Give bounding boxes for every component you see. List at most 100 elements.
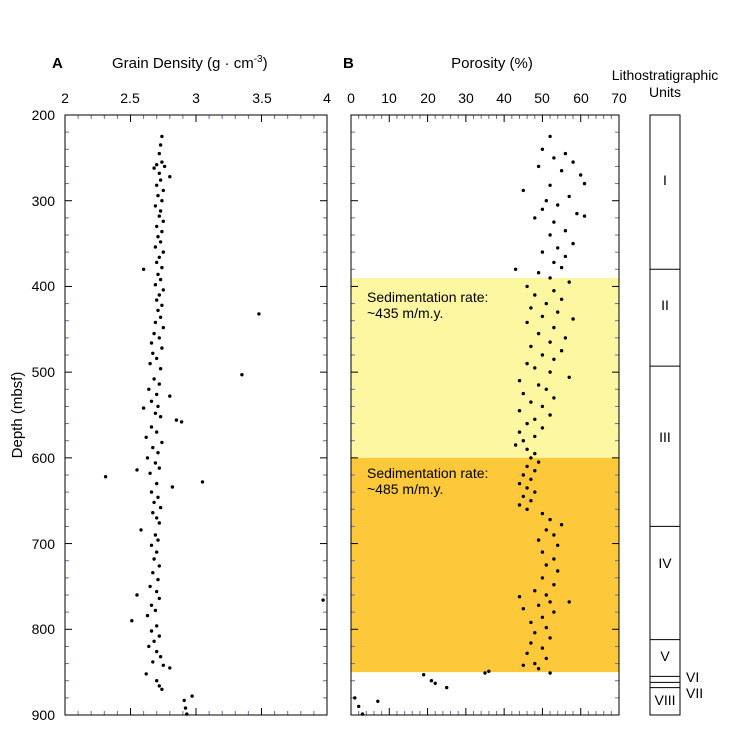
grain-density-point	[152, 500, 156, 505]
porosity-point	[571, 160, 575, 164]
grain-density-point	[103, 475, 108, 479]
grain-density-point	[149, 425, 154, 429]
grain-density-panel: 200 300 400 500 600 700 800 900 2 2.5 3 …	[32, 90, 331, 723]
grain-density-point	[149, 629, 154, 633]
grain-density-point	[151, 511, 155, 515]
grain-density-point	[153, 411, 158, 415]
grain-density-point	[240, 373, 244, 377]
porosity-point	[544, 593, 548, 597]
porosity-point	[533, 589, 537, 593]
porosity-point	[544, 528, 548, 532]
grain-density-point	[135, 468, 139, 472]
grain-density-point	[158, 143, 163, 147]
grain-density-point	[144, 672, 148, 676]
porosity-point	[513, 267, 518, 271]
grain-density-point	[160, 687, 164, 691]
porosity-point	[529, 477, 533, 481]
porosity-point	[552, 260, 556, 265]
grain-density-point	[158, 367, 163, 371]
grain-density-point	[155, 516, 159, 520]
grain-density-point	[141, 267, 146, 271]
grain-density-point	[153, 461, 158, 465]
units-title-line2: Units	[649, 84, 681, 100]
grain-density-point	[156, 272, 160, 277]
grain-density-point	[257, 312, 261, 316]
porosity-points	[353, 134, 587, 716]
porosity-title: Porosity (%)	[451, 55, 533, 72]
grain-density-point	[156, 577, 160, 582]
grain-density-point	[155, 356, 159, 361]
panel-b-letter: B	[343, 55, 354, 72]
grain-density-point	[149, 603, 154, 607]
x-tick-label: 40	[496, 90, 512, 106]
porosity-point	[575, 211, 579, 216]
grain-density-point	[157, 382, 161, 386]
grain-density-point	[156, 308, 160, 313]
porosity-point	[540, 250, 545, 254]
grain-density-point	[156, 451, 160, 455]
grain-density-point	[170, 485, 175, 489]
grain-density-point	[157, 151, 161, 156]
x-tick-label: 3	[192, 90, 200, 106]
x-tick-label: 60	[573, 90, 589, 106]
x-tick-label: 0	[347, 90, 355, 106]
porosity-point	[525, 421, 529, 426]
grain-density-point	[151, 660, 155, 664]
lithostratigraphic-units-column: I II III IV V VI VII VIII	[649, 114, 703, 716]
porosity-point	[533, 417, 537, 421]
grain-density-point	[160, 229, 164, 234]
porosity-point	[540, 353, 545, 357]
porosity-point	[548, 183, 552, 187]
grain-density-point	[152, 557, 156, 561]
grain-density-point	[158, 415, 163, 419]
grain-density-point	[153, 533, 158, 537]
porosity-point	[544, 199, 548, 203]
grain-density-point	[200, 480, 205, 484]
porosity-point	[517, 409, 522, 413]
porosity-point	[536, 460, 541, 464]
grain-density-point	[158, 277, 163, 282]
porosity-point	[552, 325, 556, 330]
porosity-point	[556, 246, 560, 250]
porosity-panel: Sedimentation rate: ~435 m/m.y. Sediment…	[347, 90, 627, 716]
porosity-point	[521, 391, 525, 396]
x-tick-label: 70	[611, 90, 627, 106]
x-tick-label: 30	[458, 90, 474, 106]
porosity-point	[517, 379, 522, 383]
grain-density-point	[160, 265, 164, 270]
grain-density-point	[153, 245, 158, 249]
grain-density-point	[182, 698, 186, 703]
porosity-point	[582, 214, 587, 218]
porosity-point	[556, 543, 560, 547]
grain-density-point	[157, 255, 161, 259]
depth-tick-labels: 200 300 400 500 600 700 800 900	[32, 107, 56, 723]
porosity-point	[552, 289, 556, 293]
porosity-point	[521, 473, 525, 477]
grain-density-point	[155, 481, 159, 486]
grain-density-point	[174, 418, 179, 422]
porosity-point	[533, 366, 537, 370]
porosity-point	[533, 216, 537, 220]
porosity-point	[517, 481, 522, 486]
porosity-point	[582, 181, 587, 186]
porosity-point	[540, 147, 545, 151]
porosity-point	[552, 357, 556, 361]
porosity-point	[533, 631, 537, 635]
porosity-point	[525, 486, 529, 490]
grain-density-point	[155, 624, 159, 628]
porosity-point	[559, 297, 564, 301]
unit-label-viii: VIII	[654, 692, 675, 708]
porosity-point	[544, 387, 548, 391]
porosity-point	[540, 646, 545, 650]
grain-density-point	[153, 204, 158, 208]
grain-density-point	[147, 644, 151, 649]
y-axis-label: Depth (mbsf)	[9, 372, 26, 459]
porosity-point	[529, 456, 533, 460]
porosity-point	[533, 451, 537, 456]
grain-density-point	[156, 235, 160, 239]
porosity-point	[533, 469, 537, 473]
porosity-point	[556, 203, 560, 207]
unit-label-i: I	[663, 172, 667, 188]
porosity-point	[548, 340, 552, 344]
sedimentation-zone-1	[351, 277, 619, 458]
